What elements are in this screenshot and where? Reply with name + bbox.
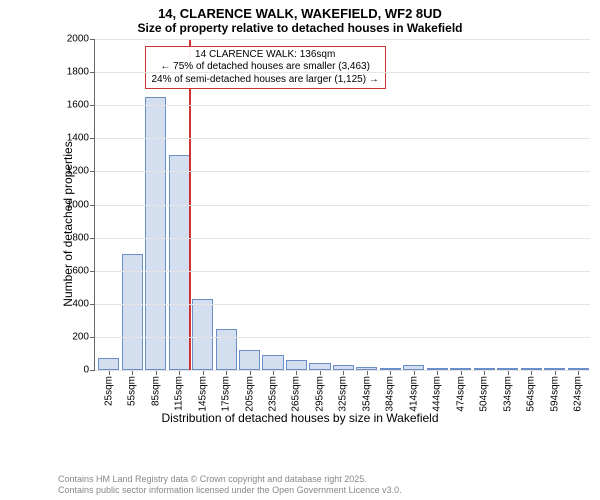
xtick-label: 624sqm: [573, 376, 584, 412]
ytick-label: 1600: [67, 100, 89, 111]
xtick-label: 414sqm: [408, 376, 419, 412]
ytick-label: 800: [72, 232, 89, 243]
chart-area: Number of detached properties 25sqm55sqm…: [58, 39, 590, 409]
ytick-label: 1200: [67, 166, 89, 177]
annotation-line3: 24% of semi-detached houses are larger (…: [152, 74, 379, 87]
ytick-mark: [90, 105, 95, 106]
grid-line: [95, 39, 590, 40]
annotation-line1: 14 CLARENCE WALK: 136sqm: [152, 49, 379, 62]
bar: [239, 350, 260, 370]
ytick-mark: [90, 238, 95, 239]
grid-line: [95, 304, 590, 305]
ytick-label: 600: [72, 265, 89, 276]
ytick-label: 1000: [67, 199, 89, 210]
ytick-mark: [90, 271, 95, 272]
xtick-label: 564sqm: [526, 376, 537, 412]
xtick-label: 444sqm: [432, 376, 443, 412]
bar: [216, 329, 237, 370]
grid-line: [95, 271, 590, 272]
bar: [309, 363, 330, 370]
x-axis-label: Distribution of detached houses by size …: [0, 411, 600, 425]
ytick-mark: [90, 337, 95, 338]
ytick-mark: [90, 304, 95, 305]
footer-line1: Contains HM Land Registry data © Crown c…: [58, 474, 402, 485]
ytick-label: 1800: [67, 67, 89, 78]
xtick-label: 295sqm: [314, 376, 325, 412]
bar: [286, 360, 307, 370]
ytick-mark: [90, 171, 95, 172]
ytick-label: 400: [72, 298, 89, 309]
bar: [192, 299, 213, 370]
xtick-label: 384sqm: [385, 376, 396, 412]
ytick-mark: [90, 72, 95, 73]
grid-line: [95, 370, 590, 371]
footer-line2: Contains public sector information licen…: [58, 485, 402, 496]
xtick-label: 504sqm: [479, 376, 490, 412]
ytick-mark: [90, 205, 95, 206]
grid-line: [95, 138, 590, 139]
ytick-label: 0: [83, 365, 89, 376]
grid-line: [95, 205, 590, 206]
xtick-label: 25sqm: [103, 376, 114, 406]
annotation-box: 14 CLARENCE WALK: 136sqm ← 75% of detach…: [145, 46, 386, 90]
xtick-label: 205sqm: [244, 376, 255, 412]
plot-region: 25sqm55sqm85sqm115sqm145sqm175sqm205sqm2…: [94, 39, 590, 371]
grid-line: [95, 337, 590, 338]
xtick-label: 145sqm: [197, 376, 208, 412]
grid-line: [95, 238, 590, 239]
xtick-label: 115sqm: [174, 376, 185, 411]
ytick-label: 1400: [67, 133, 89, 144]
xtick-label: 265sqm: [291, 376, 302, 412]
xtick-label: 594sqm: [549, 376, 560, 412]
xtick-label: 534sqm: [502, 376, 513, 412]
bar: [98, 358, 119, 370]
ytick-label: 2000: [67, 34, 89, 45]
ytick-mark: [90, 39, 95, 40]
ytick-label: 200: [72, 331, 89, 342]
page-title: 14, CLARENCE WALK, WAKEFIELD, WF2 8UD: [0, 0, 600, 21]
xtick-label: 354sqm: [361, 376, 372, 412]
xtick-label: 325sqm: [338, 376, 349, 412]
xtick-label: 85sqm: [150, 376, 161, 406]
grid-line: [95, 72, 590, 73]
ytick-mark: [90, 138, 95, 139]
footer: Contains HM Land Registry data © Crown c…: [58, 474, 402, 496]
page-subtitle: Size of property relative to detached ho…: [0, 21, 600, 39]
xtick-label: 55sqm: [127, 376, 138, 406]
xtick-label: 474sqm: [455, 376, 466, 412]
xtick-label: 175sqm: [221, 376, 232, 412]
grid-line: [95, 171, 590, 172]
bar: [262, 355, 283, 370]
xtick-label: 235sqm: [268, 376, 279, 412]
grid-line: [95, 105, 590, 106]
ytick-mark: [90, 370, 95, 371]
